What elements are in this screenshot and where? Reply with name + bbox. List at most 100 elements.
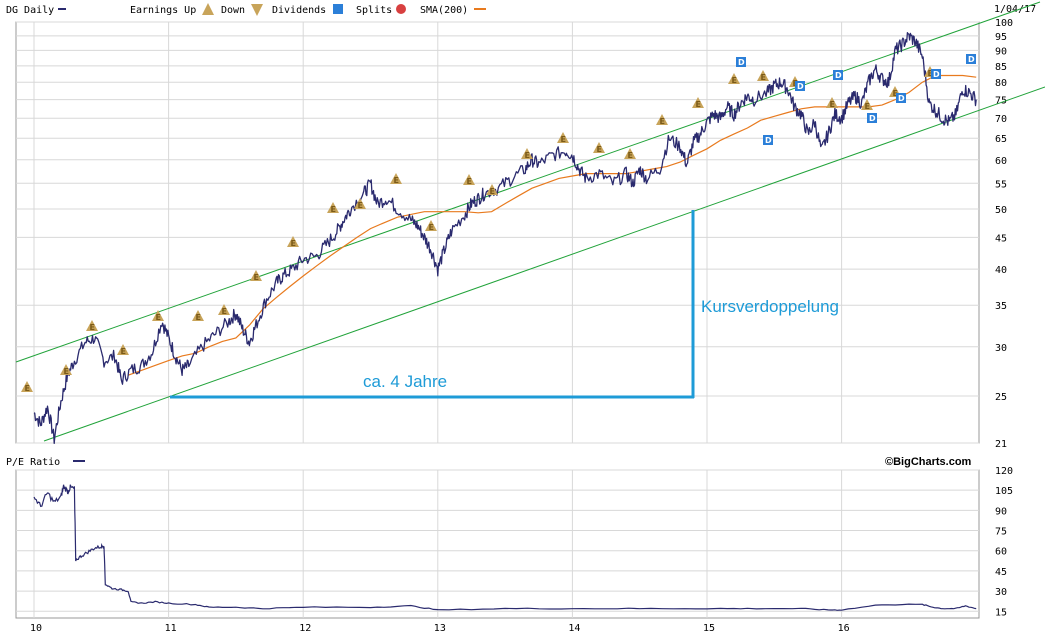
symbol-label: DG Daily [6,5,54,16]
pe-y-tick-label: 30 [995,587,1007,598]
horizontal-annotation-label: ca. 4 Jahre [363,372,447,391]
price-y-tick-label: 30 [995,343,1007,354]
price-y-tick-label: 35 [995,301,1007,312]
svg-text:D: D [968,55,975,64]
earnings-marker: E [21,381,33,393]
earnings-marker: E [593,142,605,154]
svg-text:E: E [394,176,399,185]
svg-text:D: D [835,71,842,80]
pe-y-tick-label: 90 [995,506,1007,517]
splits-legend-label: Splits [356,5,392,16]
pe-y-tick-label: 45 [995,567,1007,578]
earnings-marker: E [692,97,704,109]
svg-text:E: E [761,73,766,82]
svg-text:E: E [64,367,69,376]
earnings-marker: E [152,310,164,322]
earnings-marker: E [757,70,769,82]
price-panel-frame [15,21,980,444]
svg-text:E: E [928,69,933,78]
earnings-marker: E [86,320,98,332]
price-y-tick-label: 85 [995,62,1007,73]
svg-text:E: E [25,384,30,393]
header-legend: DG Daily Earnings Up Down Dividends Spli… [6,3,1036,16]
svg-text:E: E [121,347,126,356]
price-y-tick-label: 70 [995,114,1007,125]
dividend-legend-icon [333,4,343,14]
price-y-tick-label: 40 [995,265,1007,276]
x-tick-label: 14 [568,623,580,634]
svg-text:E: E [222,307,227,316]
price-panel: 21 25 30 35 40 45 50 55 60 65 70 75 80 85 90 95 100 E E E E… [15,1,1045,450]
dividend-marker: D [795,81,805,91]
price-y-tick-label: 65 [995,134,1007,145]
svg-text:E: E [893,89,898,98]
svg-text:D: D [797,82,804,91]
svg-text:E: E [830,100,835,109]
price-series-line [33,32,977,445]
sma-legend-label: SMA(200) [420,5,468,16]
earnings-marker: E [390,173,402,185]
earnings-marker: E [218,304,230,316]
pe-gridlines [16,469,979,618]
earnings-marker: E [117,344,129,356]
earnings-marker: E [60,364,72,376]
down-legend-label: Down [221,5,245,16]
pe-y-tick-label: 105 [995,486,1013,497]
dividends-legend-label: Dividends [272,5,326,16]
channel-upper-line [15,1,1041,363]
pe-panel-frame [15,469,980,619]
pe-layer [33,484,977,611]
x-tick-label: 15 [703,623,715,634]
price-y-tick-label: 100 [995,18,1013,29]
svg-text:E: E [291,239,296,248]
svg-text:D: D [765,136,772,145]
earnings-marker: E [557,132,569,144]
svg-text:E: E [467,177,472,186]
svg-text:E: E [597,145,602,154]
earnings-down-legend-icon [251,4,263,16]
earnings-marker: E [624,148,636,160]
dividend-marker: D [966,54,976,64]
svg-text:D: D [869,114,876,123]
channel-lower-line [43,86,1045,442]
price-y-tick-label: 21 [995,439,1007,450]
earnings-marker: E [861,99,873,111]
svg-text:E: E [358,201,363,210]
svg-text:D: D [738,58,745,67]
svg-text:E: E [865,102,870,111]
svg-text:E: E [429,223,434,232]
dividend-marker: D [867,113,877,123]
earnings-marker: E [354,198,366,210]
x-axis: 10 11 12 13 14 15 16 [30,623,850,634]
copyright-label: ©BigCharts.com [885,456,972,468]
price-y-tick-label: 25 [995,392,1007,403]
pe-ratio-title: P/E Ratio [6,457,60,468]
earnings-marker: E [192,310,204,322]
earnings-legend-label: Earnings Up [130,5,196,16]
x-tick-label: 12 [299,623,311,634]
svg-text:E: E [156,313,161,322]
earnings-marker: E [250,270,262,282]
earnings-marker: E [425,220,437,232]
pe-y-axis: 15 30 45 60 75 90 105 120 [995,466,1013,618]
x-tick-label: 16 [838,623,850,634]
svg-text:E: E [196,313,201,322]
price-y-tick-label: 90 [995,46,1007,57]
svg-text:D: D [933,70,940,79]
price-layer [33,32,977,445]
price-y-tick-label: 50 [995,205,1007,216]
svg-text:E: E [90,323,95,332]
earnings-marker: E [486,184,498,196]
earnings-marker: E [287,236,299,248]
svg-text:E: E [561,135,566,144]
pe-panel: 15 30 45 60 75 90 105 120 [15,466,1013,619]
svg-text:E: E [696,100,701,109]
pe-y-tick-label: 60 [995,547,1007,558]
svg-text:E: E [525,151,530,160]
price-y-tick-label: 60 [995,156,1007,167]
earnings-marker: E [327,202,339,214]
earnings-marker: E [826,97,838,109]
svg-text:E: E [732,76,737,85]
svg-text:E: E [331,205,336,214]
